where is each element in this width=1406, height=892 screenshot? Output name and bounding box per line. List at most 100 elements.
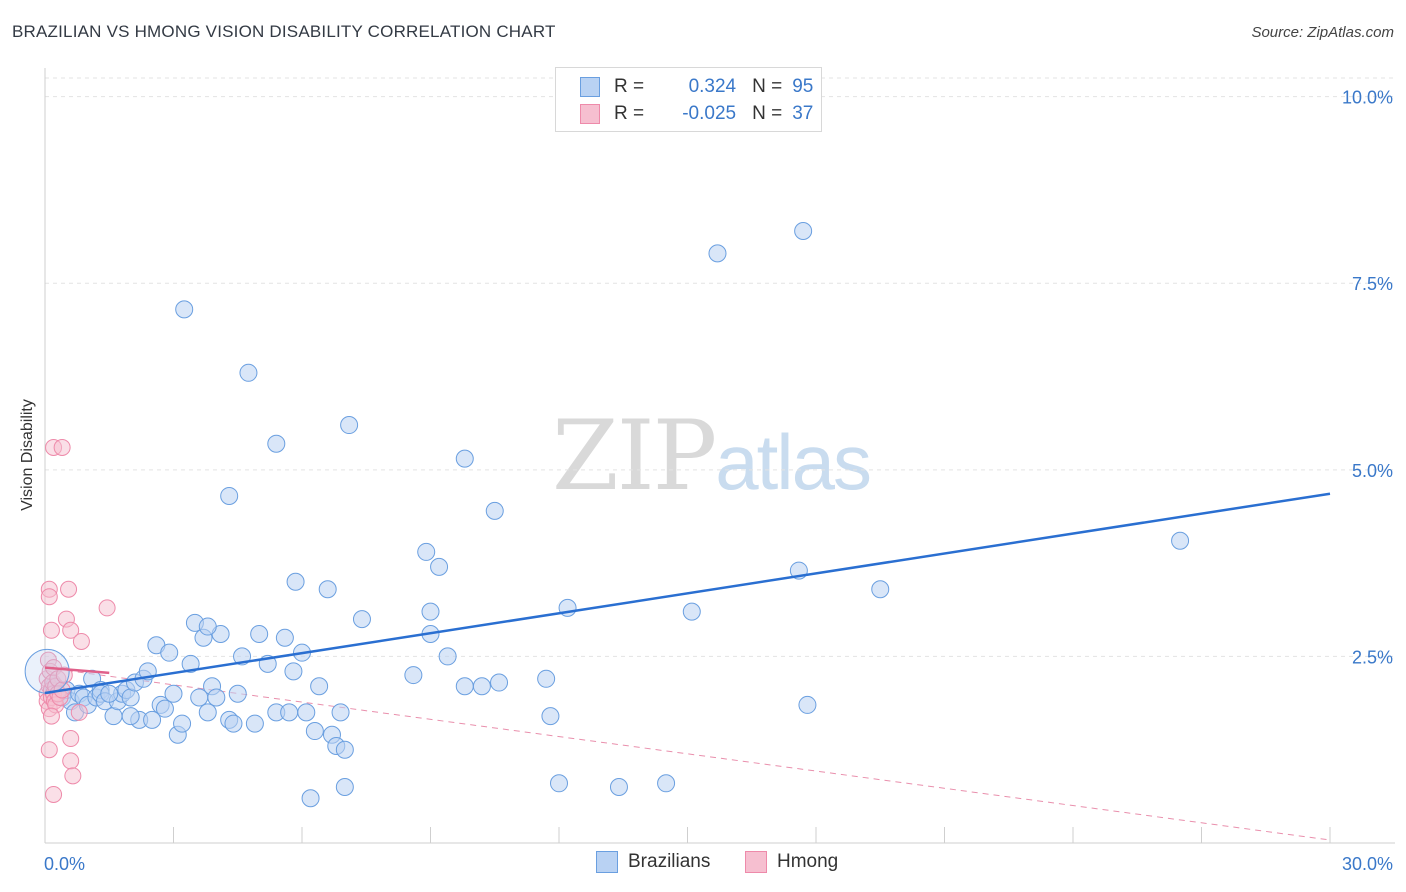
bottom-legend-brazilians: Brazilians [596,851,710,873]
brazilian-point [121,707,140,726]
brazilian-point [455,677,474,696]
brazilian-point [417,542,436,561]
x-tick-label: 0.0% [44,854,85,874]
brazilian-point [335,740,354,759]
brazilian-point [286,572,305,591]
hmong-point [64,767,82,785]
legend-n-label: N = [752,76,783,97]
hmong-point [55,666,73,684]
brazilian-point [455,449,474,468]
legend-swatch-blue [580,77,600,97]
brazilian-point [404,666,423,685]
brazilian-point [143,710,162,729]
hmong-point [53,438,71,456]
legend-row-hmong: R = -0.025 N = 37 [580,101,813,127]
legend-r-value: 0.324 [688,76,737,97]
hmong-point [42,707,60,725]
brazilian-point [340,416,359,435]
brazilian-point [490,673,509,692]
brazilian-point [155,699,174,718]
hmong-point [40,588,58,606]
brazilian-point [228,684,247,703]
hmong-point [72,632,90,650]
bottom-legend-label: Brazilians [628,851,711,872]
hmong-point [98,599,116,617]
brazilian-point [175,300,194,319]
chart-title: BRAZILIAN VS HMONG VISION DISABILITY COR… [12,22,556,41]
legend-row-brazilians: R = 0.324 N = 95 [580,74,813,100]
brazilian-point [280,703,299,722]
brazilian-point [550,774,568,793]
hmong-trend-line [44,666,110,675]
brazilian-point [239,363,258,382]
brazilian-point [181,654,200,673]
brazilian-point [250,625,269,644]
watermark-atlas: atlas [715,418,872,506]
brazilian-point [164,684,183,703]
brazilian-point [267,434,286,453]
brazilian-point [198,617,217,636]
brazilian-point [173,714,192,733]
brazilian-trend-line [44,492,1331,695]
legend-swatch-pink [580,104,600,124]
brazilian-point [682,602,701,621]
correlation-legend: R = 0.324 N = 95 R = -0.025 N = 37 [555,67,822,132]
brazilian-point [472,677,491,696]
brazilian-point [207,688,226,707]
brazilian-point [224,714,243,733]
brazilian-point [275,628,294,647]
brazilian-point [318,580,337,599]
brazilian-point [301,789,320,808]
brazilian-point [708,244,727,263]
bottom-legend-label: Hmong [777,851,839,872]
brazilian-point [657,774,676,793]
legend-r-value: -0.025 [682,103,737,124]
brazilian-point [421,602,440,621]
brazilian-point [609,778,628,797]
hmong-point [62,752,80,770]
brazilian-point [297,703,316,722]
brazilian-point [198,703,217,722]
legend-n-value: 37 [792,103,814,124]
hmong-point [62,621,80,639]
brazilian-point [485,501,504,520]
brazilian-point [871,580,890,599]
legend-r-label: R = [614,76,645,97]
source-label: Source: ZipAtlas.com [1251,24,1394,41]
brazilian-point [794,222,813,240]
watermark-zip: ZIP [552,400,717,512]
brazilian-point [430,557,449,576]
brazilian-point [220,486,239,505]
bottom-swatch-blue [596,851,618,873]
brazilian-point [305,722,324,741]
bottom-swatch-pink [745,851,767,873]
brazilian-point [537,669,556,688]
x-tick-label: 30.0% [1342,854,1393,874]
hmong-point [42,621,60,639]
brazilian-point [284,662,303,681]
y-tick-label: 5.0% [1352,461,1393,481]
brazilian-point [310,677,329,696]
hmong-point [60,580,78,598]
brazilian-point [798,695,817,714]
y-tick-label: 10.0% [1342,88,1393,108]
legend-n-label: N = [752,103,783,124]
brazilian-point [331,703,350,722]
y-axis-label: Vision Disability [19,399,36,511]
brazilian-point [104,707,123,726]
hmong-point [45,785,63,803]
brazilian-point [335,778,354,797]
brazilian-point [24,648,70,694]
brazilian-point [438,647,457,666]
brazilian-point [352,610,371,629]
y-tick-label: 7.5% [1352,274,1393,294]
brazilian-point [1171,531,1190,550]
brazilian-point [160,643,179,662]
watermark: ZIPatlas [552,400,872,512]
hmong-point [40,741,58,759]
brazilian-point [100,684,119,703]
hmong-trend-extension [44,667,1331,841]
hmong-point [70,703,88,721]
brazilian-point [541,707,560,726]
